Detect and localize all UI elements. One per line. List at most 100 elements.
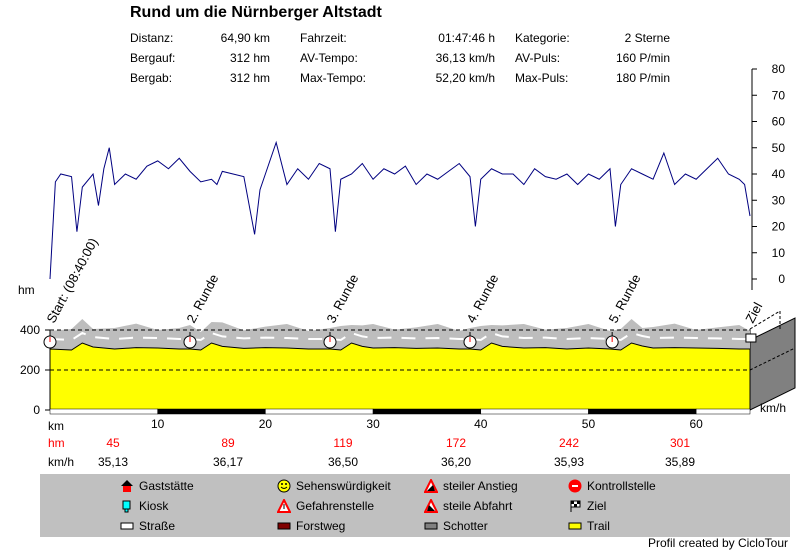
stat-label: AV-Tempo:	[300, 51, 358, 65]
row-label-hm: hm	[48, 436, 65, 450]
trail-swatch-icon	[568, 519, 582, 533]
row-label-km: km	[48, 419, 64, 433]
km-tick-label: 50	[582, 417, 596, 431]
legend-item: Kontrollstelle	[568, 479, 656, 493]
km-tick-label: 40	[474, 417, 488, 431]
legend-item: Straße	[120, 519, 175, 533]
stat-label: Bergauf:	[130, 51, 176, 65]
3d-dash	[749, 347, 796, 371]
stat-value: 64,90 km	[220, 31, 270, 45]
surface-segment	[157, 408, 266, 415]
pulse-tick-label: 40	[772, 167, 786, 181]
legend-label: Gefahrenstelle	[296, 499, 375, 513]
legend-label: Forstweg	[296, 519, 346, 533]
pulse-tick-label: 80	[772, 62, 786, 76]
stat-value: 52,20 km/h	[435, 71, 495, 85]
km-tick-label: 20	[259, 417, 273, 431]
round-marker-label: 5. Runde	[606, 272, 644, 326]
danger-icon	[277, 499, 291, 513]
kiosk-icon	[120, 499, 134, 513]
legend-label: Schotter	[443, 519, 488, 533]
road-swatch-icon	[120, 519, 134, 533]
stat-label: AV-Puls:	[515, 51, 561, 65]
kmh-axis-label: km/h	[760, 401, 786, 415]
hm-tick-label: 200	[20, 363, 40, 377]
round-marker-label: 3. Runde	[323, 272, 361, 326]
hm-value: 301	[669, 436, 691, 450]
legend-item: Gefahrenstelle	[277, 499, 374, 513]
legend-label: Sehenswürdigkeit	[296, 479, 391, 493]
forest-path-swatch-icon	[277, 519, 291, 533]
stat-value: 2 Sterne	[624, 31, 670, 45]
stat-label: Max-Tempo:	[300, 71, 367, 85]
3d-side	[749, 317, 796, 411]
kmh-value: 36,50	[327, 455, 359, 469]
stat-label: Kategorie:	[515, 31, 570, 45]
pulse-tick-label: 60	[772, 115, 786, 129]
finish-flag-icon	[568, 499, 582, 513]
legend-label: Trail	[587, 519, 610, 533]
legend-label: steiler Anstieg	[443, 479, 518, 493]
3d-dash	[749, 310, 781, 330]
finish-flag-icon	[745, 333, 757, 343]
stat-label: Bergab:	[130, 71, 173, 85]
legend-item: Schotter	[424, 519, 488, 533]
hm-tick-label: 0	[33, 403, 40, 417]
kmh-value: 35,93	[553, 455, 585, 469]
legend-item: Sehenswürdigkeit	[277, 479, 391, 493]
round-marker-label: 4. Runde	[463, 272, 501, 326]
legend-item: Ziel	[568, 499, 606, 513]
legend-item: Trail	[568, 519, 610, 533]
pulse-tick-label: 50	[772, 141, 786, 155]
pulse-tick-label: 30	[772, 193, 786, 207]
legend-label: Ziel	[587, 499, 607, 513]
kmh-value: 35,89	[664, 455, 696, 469]
gravel-swatch-icon	[424, 519, 438, 533]
surface-segment	[588, 408, 697, 415]
legend-label: Gaststätte	[139, 479, 194, 493]
stat-value: 312 hm	[229, 51, 270, 65]
stop-icon	[568, 479, 582, 493]
stat-value: 01:47:46 h	[438, 31, 495, 45]
legend-label: steile Abfahrt	[443, 499, 513, 513]
round-marker-label: Ziel	[742, 300, 765, 326]
km-tick-label: 10	[151, 417, 165, 431]
legend-item: Forstweg	[277, 519, 345, 533]
hm-value: 45	[106, 436, 120, 450]
hm-value: 119	[333, 436, 353, 450]
stat-label: Fahrzeit:	[300, 31, 347, 45]
hm-tick-label: 400	[20, 323, 40, 337]
round-marker-label: 2. Runde	[183, 272, 221, 326]
smiley-icon	[277, 479, 291, 493]
stat-value: 36,13 km/h	[435, 51, 495, 65]
pulse-tick-label: 20	[772, 220, 786, 234]
legend-label: Kiosk	[139, 499, 169, 513]
terrain-band	[50, 319, 750, 350]
hm-value: 89	[221, 436, 235, 450]
stat-value: 312 hm	[229, 71, 270, 85]
stat-value: 160 P/min	[615, 51, 670, 65]
kmh-value: 35,13	[97, 455, 129, 469]
surface-segment	[265, 408, 374, 415]
elevation-area	[49, 342, 751, 411]
stat-value: 180 P/min	[615, 71, 670, 85]
chart-area: 0 10 20 30 40 50 60 70 80 hm 0 200 400 10 20 30 40 50 60 km…	[18, 62, 796, 431]
page-title: Rund um die Nürnberger Altstadt	[130, 4, 382, 21]
pulse-line	[49, 140, 751, 280]
hm-value: 172	[445, 436, 467, 450]
surface-segment	[480, 408, 589, 415]
surface-segment	[372, 408, 482, 415]
surface-segment	[49, 408, 158, 415]
legend-item: Kiosk	[120, 499, 168, 513]
pulse-tick-label: 0	[778, 272, 785, 286]
legend: Gaststätte Sehenswürdigkeit steiler Anstie…	[40, 474, 790, 537]
stat-label: Distanz:	[130, 31, 174, 45]
legend-label: Straße	[139, 519, 176, 533]
kmh-value: 36,17	[212, 455, 244, 469]
steep-descent-icon	[424, 499, 438, 513]
terrain-highlight	[49, 331, 750, 342]
house-icon	[120, 479, 134, 493]
row-label-kmh: km/h	[48, 455, 75, 469]
km-tick-label: 30	[366, 417, 380, 431]
